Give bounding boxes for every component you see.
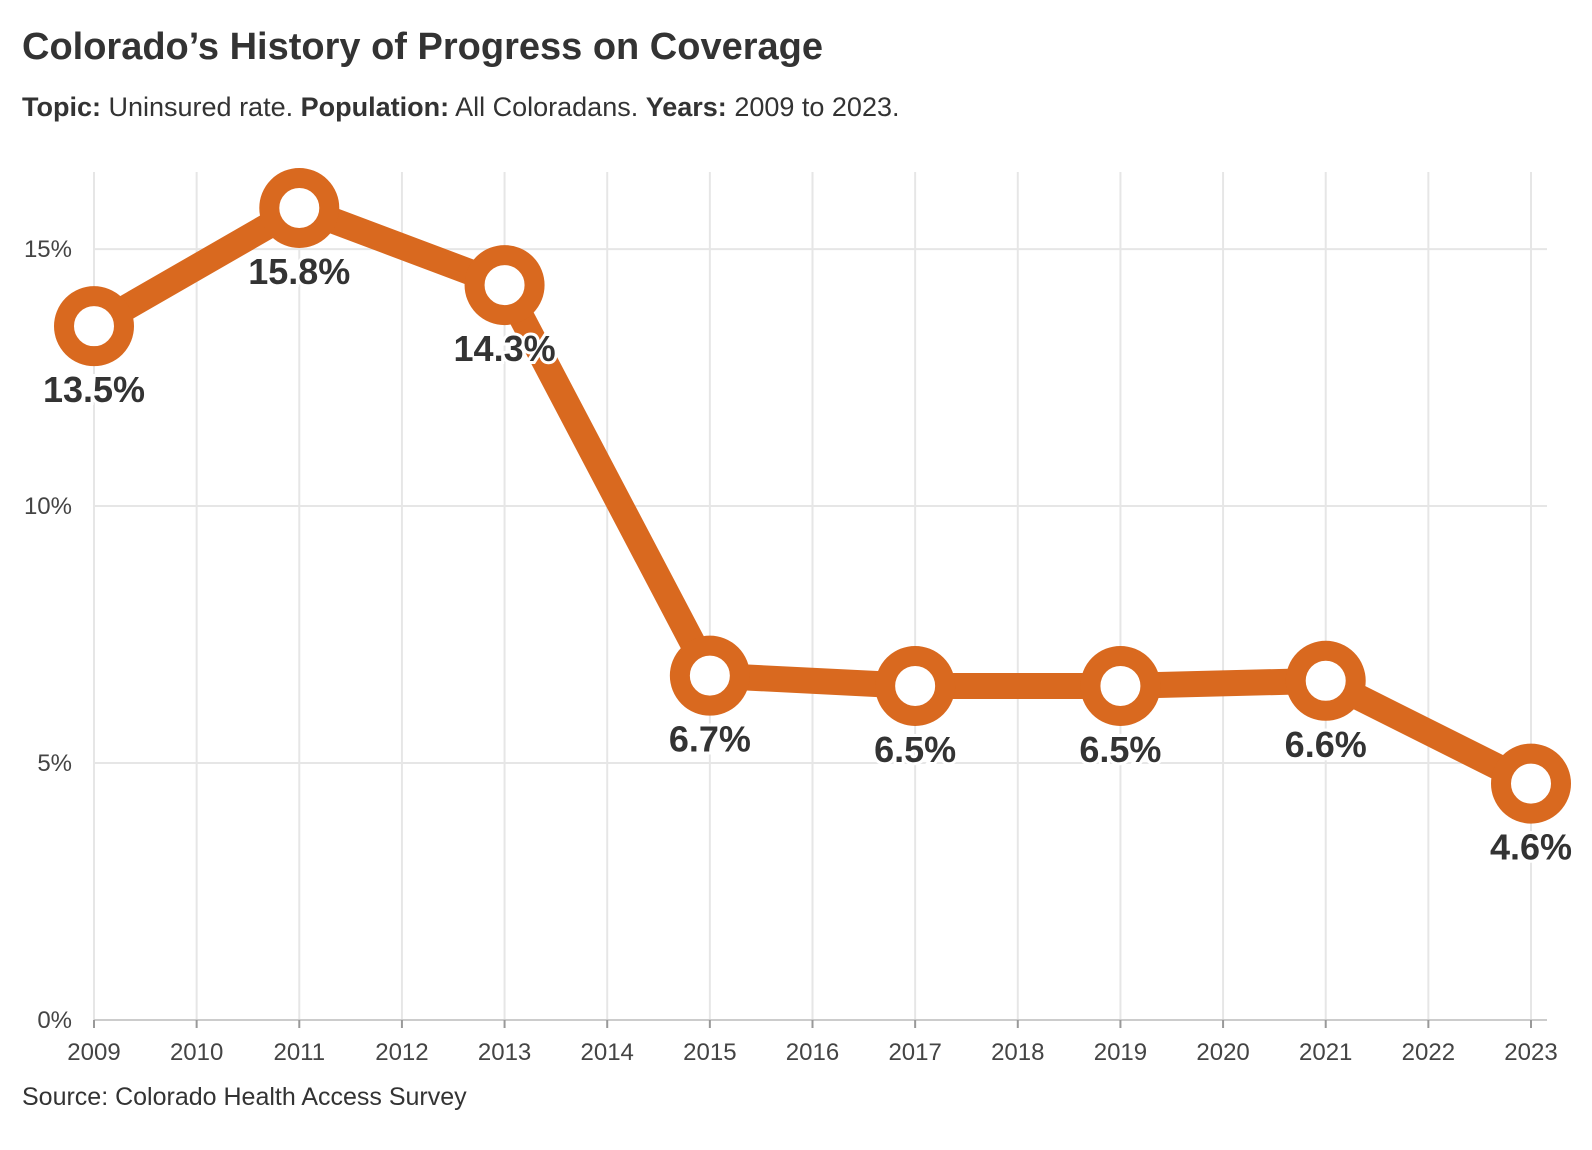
x-tick-label: 2023 — [1504, 1039, 1557, 1066]
data-label: 14.3% — [454, 328, 556, 369]
y-tick-label: 0% — [37, 1007, 72, 1034]
data-label: 13.5% — [43, 369, 145, 410]
x-tick-label: 2016 — [786, 1039, 839, 1066]
subtitle-topic-value: Uninsured rate. — [108, 92, 294, 122]
x-tick-label: 2017 — [888, 1039, 941, 1066]
y-tick-label: 5% — [37, 750, 72, 777]
x-tick-label: 2018 — [991, 1039, 1044, 1066]
data-point-marker — [54, 286, 134, 367]
x-tick-label: 2009 — [67, 1039, 120, 1066]
subtitle-topic-label: Topic: — [22, 92, 101, 122]
data-label: 6.6% — [1285, 724, 1367, 765]
data-point-marker — [875, 645, 956, 726]
x-tick-label: 2014 — [581, 1039, 634, 1066]
x-tick-label: 2013 — [478, 1039, 531, 1066]
x-tick-label: 2012 — [375, 1039, 428, 1066]
x-tick-label: 2015 — [683, 1039, 736, 1066]
data-label: 6.5% — [874, 729, 956, 770]
data-label: 4.6% — [1490, 827, 1572, 868]
x-tick-label: 2010 — [170, 1039, 223, 1066]
source-note: Source: Colorado Health Access Survey — [22, 1083, 467, 1111]
data-point-marker — [1285, 640, 1366, 721]
chart-subtitle: Topic: Uninsured rate. Population: All C… — [22, 92, 899, 123]
subtitle-population-value: All Coloradans. — [455, 92, 639, 122]
x-tick-label: 2019 — [1094, 1039, 1147, 1066]
x-tick-label: 2021 — [1299, 1039, 1352, 1066]
chart-title: Colorado’s History of Progress on Covera… — [22, 26, 823, 68]
x-tick-label: 2020 — [1196, 1039, 1249, 1066]
x-tick-label: 2011 — [273, 1039, 325, 1066]
y-tick-label: 15% — [24, 236, 72, 263]
data-point-marker — [1080, 645, 1161, 726]
subtitle-population-label: Population: — [300, 92, 450, 122]
subtitle-years-value: 2009 to 2023. — [734, 92, 900, 122]
data-label: 15.8% — [248, 251, 350, 292]
subtitle-years-label: Years: — [645, 92, 727, 122]
data-point-marker — [1491, 743, 1571, 824]
data-label: 6.5% — [1079, 729, 1161, 770]
y-tick-label: 10% — [24, 493, 72, 520]
data-point-marker — [464, 245, 545, 326]
data-point-marker — [669, 635, 750, 716]
x-tick-label: 2022 — [1402, 1039, 1455, 1066]
data-label: 6.7% — [669, 719, 751, 760]
data-point-marker — [259, 167, 340, 248]
